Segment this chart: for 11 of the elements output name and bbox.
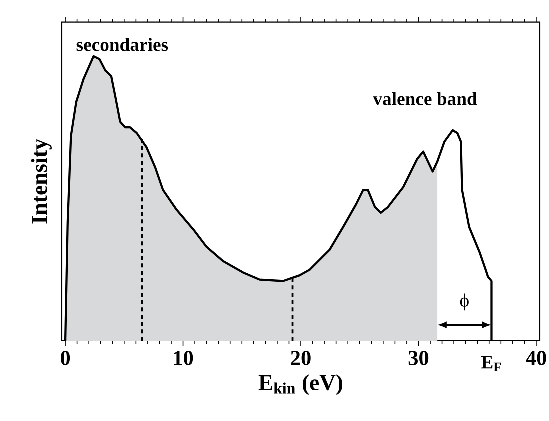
x-axis-title: E$_{kin}$ (eV)	[258, 374, 343, 396]
x-tick-label: 20	[291, 351, 311, 366]
x-tick-label: 30	[408, 351, 429, 366]
annotation: ϕ	[460, 294, 469, 311]
y-axis-title: Intensity	[31, 139, 52, 224]
x-tick-label: 10	[174, 351, 194, 366]
annotation: valence band	[373, 92, 478, 106]
text: secondaries	[76, 38, 168, 52]
x-tick-label: 0	[61, 351, 70, 366]
x-tick-label: 40	[526, 351, 546, 366]
annotation: E$_{F}$	[481, 356, 501, 372]
